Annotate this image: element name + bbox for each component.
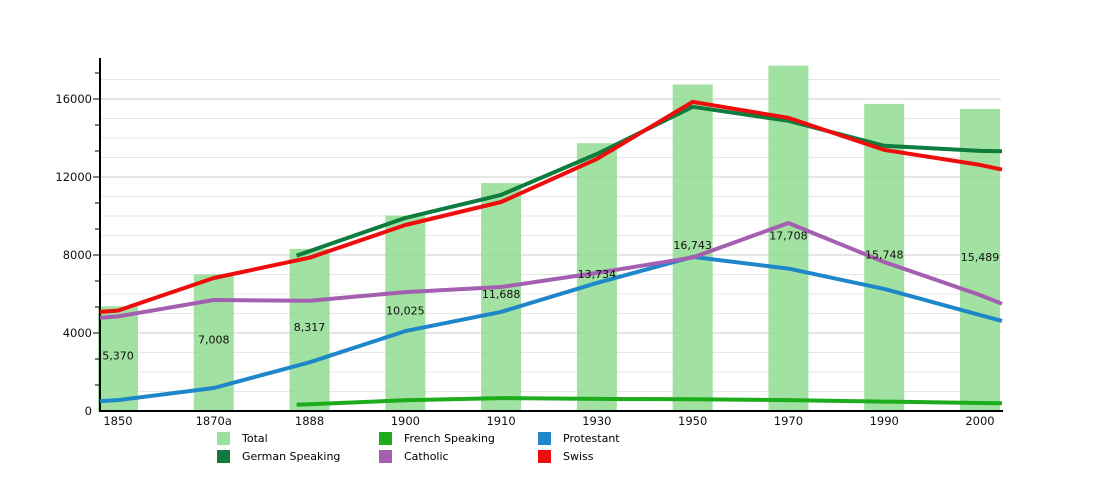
line-protestant — [99, 254, 1003, 404]
bar-value-label: 13,734 — [578, 268, 617, 281]
x-axis-label: 1888 — [295, 414, 324, 428]
bar-value-label: 15,748 — [865, 248, 904, 261]
line-catholic — [99, 221, 1003, 320]
x-axis-label: 1850 — [103, 414, 132, 428]
bar-1888 — [289, 248, 330, 411]
y-axis-label: 0 — [85, 404, 92, 418]
bar-value-label: 11,688 — [482, 288, 521, 301]
x-axis-label: 1900 — [391, 414, 420, 428]
x-axis-label: 1990 — [870, 414, 899, 428]
bar-value-label: 7,008 — [198, 334, 230, 347]
y-axis-label: 12000 — [55, 170, 92, 184]
bar-value-label: 16,743 — [673, 239, 712, 252]
bar-1950 — [672, 84, 713, 411]
bar-2000 — [960, 108, 1000, 411]
bar-1910 — [481, 183, 522, 411]
bar-1900 — [385, 215, 426, 411]
x-axis-label: 1870a — [196, 414, 232, 428]
bar-value-label: 8,317 — [294, 321, 326, 334]
x-axis-label: 1930 — [582, 414, 611, 428]
bar-1930 — [576, 143, 617, 411]
y-axis-label: 16000 — [55, 92, 92, 106]
bar-value-label: 17,708 — [769, 229, 808, 242]
x-axis-label: 1970 — [774, 414, 803, 428]
y-axis-label: 8000 — [63, 248, 92, 262]
y-axis-label: 4000 — [63, 326, 92, 340]
x-axis-label: 2000 — [965, 414, 994, 428]
bar-value-label: 15,489 — [961, 251, 1000, 264]
line-french-speaking — [296, 396, 1003, 407]
bar-value-label: 10,025 — [386, 304, 425, 317]
line-swiss — [99, 99, 1003, 314]
bar-value-label: 5,370 — [102, 350, 134, 363]
x-axis-label: 1950 — [678, 414, 707, 428]
x-axis-label: 1910 — [486, 414, 515, 428]
bar-1850 — [98, 306, 138, 411]
